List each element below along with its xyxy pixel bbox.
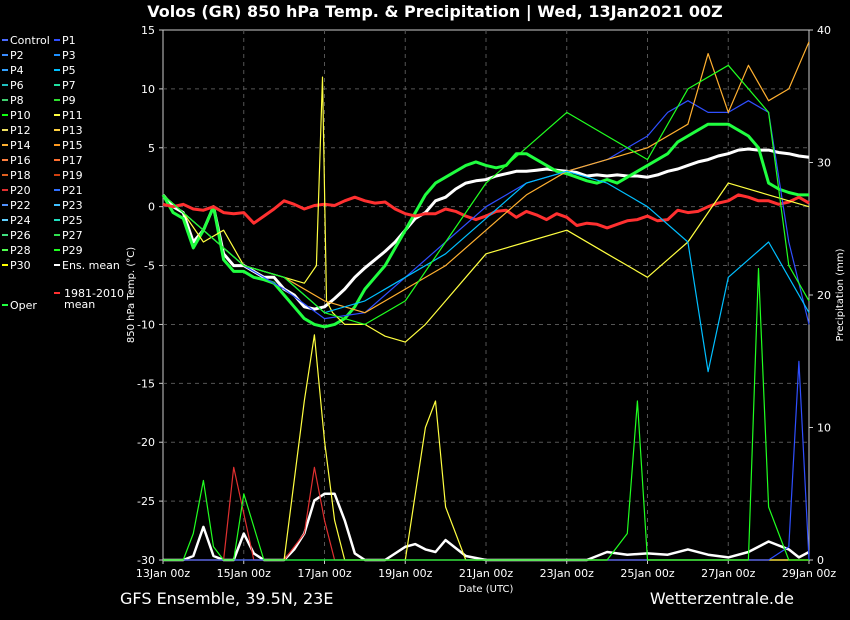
legend-label: P22 — [10, 199, 31, 212]
legend-label: P3 — [62, 49, 76, 62]
legend-label: Control — [10, 34, 50, 47]
y-tick-label-left: -30 — [137, 554, 155, 567]
y-axis-right-label: Precipitation (mm) — [835, 248, 846, 341]
x-tick-label: 29Jan 00z — [782, 567, 836, 580]
grid — [163, 30, 809, 560]
series-line-7 — [162, 64, 810, 325]
legend-label: P6 — [10, 79, 24, 92]
legend-label: P13 — [62, 124, 83, 137]
legend-label: P20 — [10, 184, 31, 197]
legend-label: P14 — [10, 139, 31, 152]
legend-label: P11 — [62, 109, 83, 122]
legend-label: P19 — [62, 169, 83, 182]
legend-label: P30 — [10, 259, 31, 272]
legend-label: P1 — [62, 34, 76, 47]
x-axis-label: Date (UTC) — [459, 584, 514, 595]
y-axis-left-label: 850 hPa Temp. (°C) — [126, 247, 137, 343]
legend-label: P5 — [62, 64, 76, 77]
y-tick-label-left: 5 — [148, 142, 155, 155]
legend-label: P26 — [10, 229, 31, 242]
legend-label: P29 — [62, 244, 83, 257]
x-tick-label: 27Jan 00z — [701, 567, 755, 580]
y-tick-label-right: 30 — [817, 157, 831, 170]
footer-source: Wetterzentrale.de — [650, 589, 794, 608]
legend-label: P21 — [62, 184, 83, 197]
legend-label: P8 — [10, 94, 24, 107]
y-tick-label-left: -10 — [137, 318, 155, 331]
legend-label: P9 — [62, 94, 76, 107]
legend-label: P27 — [62, 229, 83, 242]
series-line-1 — [161, 122, 809, 329]
x-tick-label: 25Jan 00z — [620, 567, 674, 580]
y-tick-label-right: 0 — [817, 554, 824, 567]
x-axis: 13Jan 00z 15Jan 00z 17Jan 00z 19Jan 00z 21Ja… — [136, 560, 836, 580]
y-tick-label-left: 10 — [141, 83, 155, 96]
x-tick-label: 15Jan 00z — [217, 567, 271, 580]
footer-model: GFS Ensemble, 39.5N, 23E — [120, 589, 333, 608]
series-line-5 — [162, 41, 810, 314]
legend-label: P18 — [10, 169, 31, 182]
series-line-2 — [162, 193, 810, 230]
y-tick-label-left: -5 — [144, 260, 155, 273]
y-tick-label-left: -25 — [137, 495, 155, 508]
series-line-8 — [163, 492, 810, 562]
y-tick-label-left: -20 — [137, 436, 155, 449]
legend-label: P23 — [62, 199, 83, 212]
legend-label: P25 — [62, 214, 83, 227]
legend-label: P2 — [10, 49, 24, 62]
series-line-11 — [163, 360, 810, 561]
x-tick-label: 23Jan 00z — [540, 567, 594, 580]
y-tick-label-right: 10 — [817, 422, 831, 435]
y-axis-right: 40 30 20 10 0 — [809, 24, 831, 567]
legend-label: P15 — [62, 139, 83, 152]
legend-label: P28 — [10, 244, 31, 257]
legend-label: 1981-2010 — [64, 287, 124, 300]
y-axis-left: 15 10 5 0 -5 -10 -15 -20 -25 -30 — [137, 24, 163, 567]
legend-label: P7 — [62, 79, 76, 92]
y-tick-label-left: 0 — [148, 201, 155, 214]
legend-label: mean — [64, 298, 95, 311]
x-tick-label: 17Jan 00z — [297, 567, 351, 580]
series-line-12 — [163, 267, 809, 561]
y-tick-label-right: 20 — [817, 289, 831, 302]
x-tick-label: 13Jan 00z — [136, 567, 190, 580]
legend-label: P16 — [10, 154, 31, 167]
legend-label: Oper — [10, 299, 37, 312]
legend-label: P4 — [10, 64, 24, 77]
x-tick-label: 21Jan 00z — [459, 567, 513, 580]
legend-label: P12 — [10, 124, 31, 137]
legend-label: Ens. mean — [62, 259, 120, 272]
chart-title: Volos (GR) 850 hPa Temp. & Precipitation… — [147, 2, 722, 22]
y-tick-label-right: 40 — [817, 24, 831, 37]
legend-label: P17 — [62, 154, 83, 167]
series-line-0 — [161, 147, 810, 311]
y-tick-label-left: -15 — [137, 377, 155, 390]
legend: Control P1 P2 P3 P4 P5 P6 P7 P8 P9 P10 P11 P12 P13 P14… — [2, 34, 124, 312]
x-tick-label: 19Jan 00z — [378, 567, 432, 580]
y-tick-label-left: 15 — [141, 24, 155, 37]
legend-label: P24 — [10, 214, 31, 227]
legend-label: P10 — [10, 109, 31, 122]
series-layer — [161, 41, 810, 562]
